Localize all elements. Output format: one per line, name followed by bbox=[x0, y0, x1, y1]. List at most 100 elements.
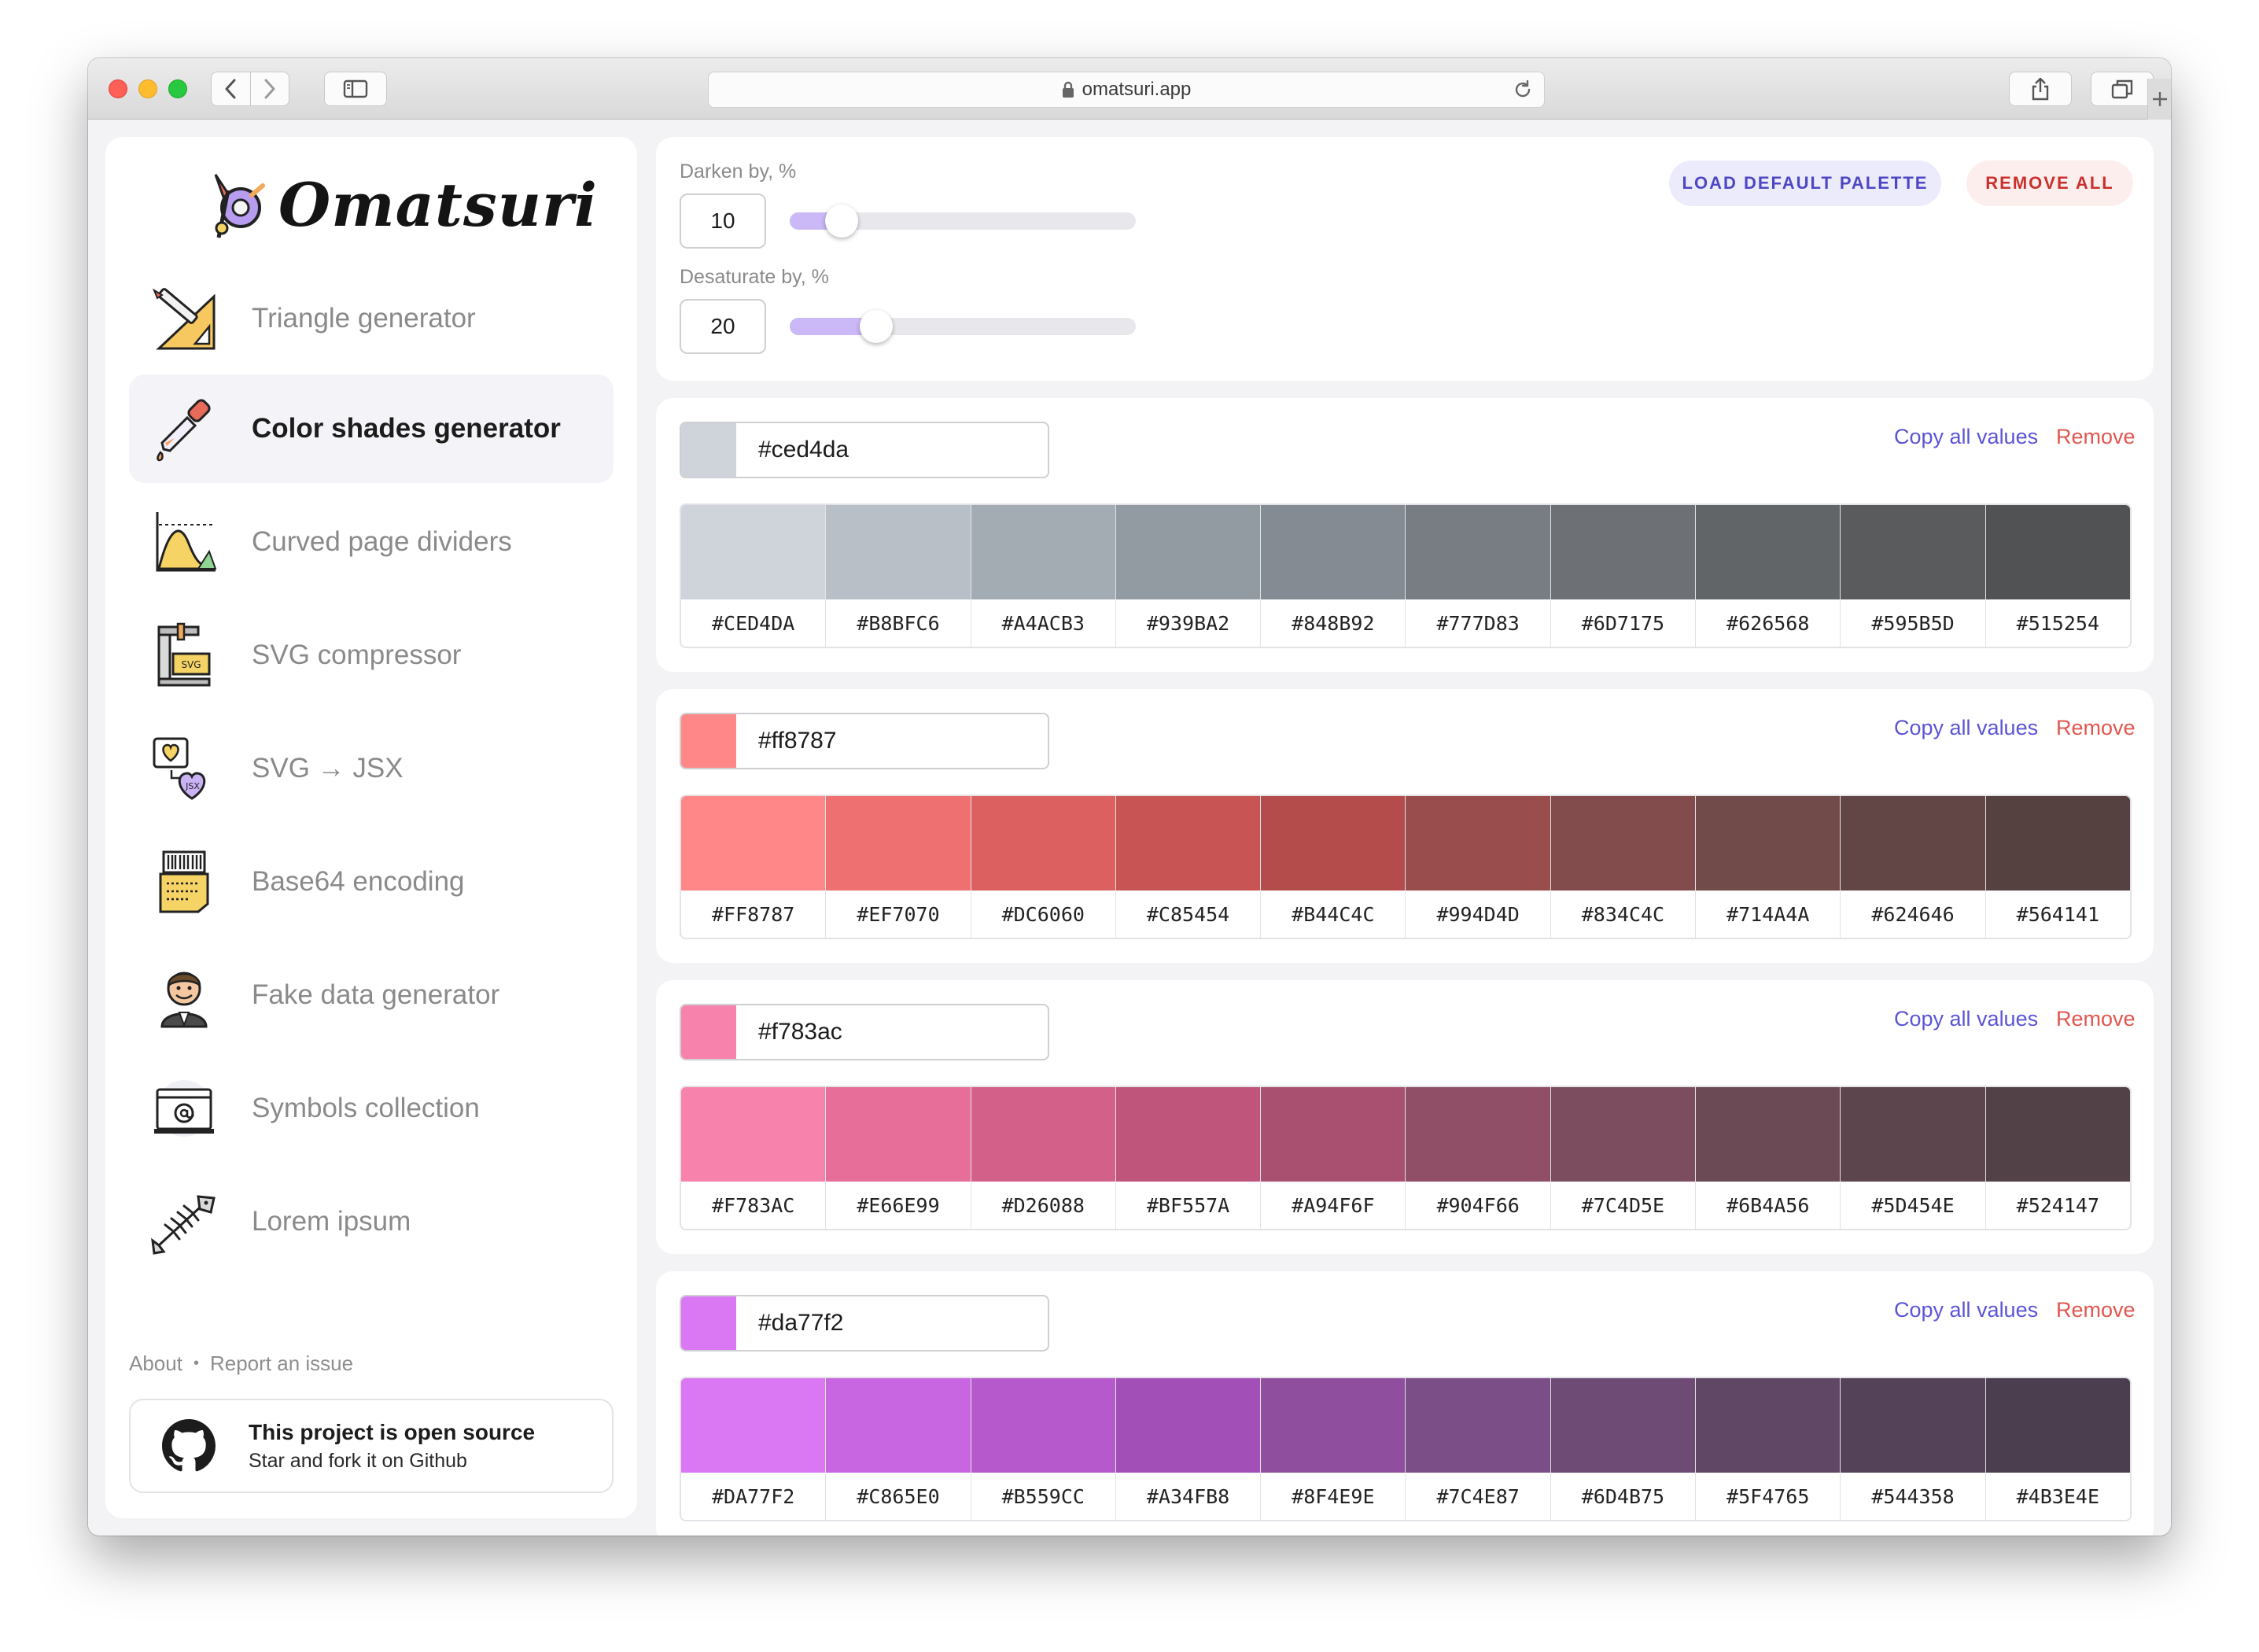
shade-hex-code[interactable]: #6D7175 bbox=[1550, 599, 1696, 647]
base-color-input[interactable]: #f783ac bbox=[680, 1004, 1049, 1060]
shade-hex-code[interactable]: #7C4E87 bbox=[1406, 1473, 1550, 1520]
shade-item[interactable]: #5D454E bbox=[1841, 1087, 1986, 1229]
shade-item[interactable]: #B44C4C bbox=[1261, 796, 1406, 938]
shade-swatch[interactable] bbox=[971, 505, 1115, 599]
forward-button[interactable] bbox=[250, 72, 289, 106]
shade-swatch[interactable] bbox=[1115, 1378, 1261, 1473]
shade-swatch[interactable] bbox=[1841, 1378, 1985, 1473]
shade-hex-code[interactable]: #DA77F2 bbox=[681, 1473, 826, 1520]
remove-palette-link[interactable]: Remove bbox=[2056, 716, 2136, 739]
shade-hex-code[interactable]: #C85454 bbox=[1115, 891, 1261, 938]
shade-hex-code[interactable]: #994D4D bbox=[1406, 891, 1550, 938]
shade-swatch[interactable] bbox=[1841, 796, 1985, 891]
shade-item[interactable]: #524147 bbox=[1985, 1087, 2130, 1229]
shade-swatch[interactable] bbox=[1985, 1378, 2130, 1473]
shade-item[interactable]: #FF8787 bbox=[681, 796, 827, 938]
shade-swatch[interactable] bbox=[1841, 505, 1985, 599]
shade-swatch[interactable] bbox=[1261, 1087, 1406, 1182]
shade-item[interactable]: #939BA2 bbox=[1115, 505, 1262, 647]
shade-item[interactable]: #B8BFC6 bbox=[826, 505, 971, 647]
report-issue-link[interactable]: Report an issue bbox=[209, 1351, 354, 1375]
shade-item[interactable]: #8F4E9E bbox=[1261, 1378, 1406, 1520]
shade-hex-code[interactable]: #C865E0 bbox=[826, 1473, 971, 1520]
darken-input[interactable]: 10 bbox=[680, 194, 766, 249]
nav-item-svg-to-jsx[interactable]: JSX SVG → JSX bbox=[129, 714, 614, 823]
remove-palette-link[interactable]: Remove bbox=[2056, 1007, 2136, 1031]
shade-swatch[interactable] bbox=[681, 505, 826, 599]
shade-hex-code[interactable]: #DC6060 bbox=[971, 891, 1115, 938]
shade-item[interactable]: #D26088 bbox=[971, 1087, 1116, 1229]
shade-swatch[interactable] bbox=[1406, 1378, 1550, 1473]
darken-slider-handle[interactable] bbox=[825, 205, 858, 238]
shade-hex-code[interactable]: #848B92 bbox=[1261, 599, 1406, 647]
shade-swatch[interactable] bbox=[681, 796, 826, 891]
copy-all-values-link[interactable]: Copy all values bbox=[1894, 1007, 2039, 1031]
shade-item[interactable]: #848B92 bbox=[1261, 505, 1406, 647]
shade-hex-code[interactable]: #5F4765 bbox=[1696, 1473, 1841, 1520]
shade-item[interactable]: #5F4765 bbox=[1696, 1378, 1841, 1520]
shade-hex-code[interactable]: #EF7070 bbox=[826, 891, 971, 938]
base-color-input[interactable]: #ced4da bbox=[680, 422, 1049, 478]
nav-item-svg-compressor[interactable]: SVG SVG compressor bbox=[129, 601, 614, 710]
github-card[interactable]: This project is open source Star and for… bbox=[129, 1399, 614, 1493]
shade-hex-code[interactable]: #834C4C bbox=[1550, 891, 1696, 938]
shade-item[interactable]: #4B3E4E bbox=[1985, 1378, 2130, 1520]
address-bar[interactable]: omatsuri.app bbox=[708, 72, 1545, 108]
shade-item[interactable]: #515254 bbox=[1985, 505, 2130, 647]
shade-swatch[interactable] bbox=[1985, 796, 2130, 891]
shade-hex-code[interactable]: #6D4B75 bbox=[1550, 1473, 1696, 1520]
tab-overview-button[interactable] bbox=[2091, 72, 2154, 106]
shade-swatch[interactable] bbox=[1115, 1087, 1261, 1182]
close-window-button[interactable] bbox=[109, 79, 127, 98]
nav-item-fake-data-generator[interactable]: Fake data generator bbox=[129, 941, 614, 1049]
shade-swatch[interactable] bbox=[826, 1087, 971, 1182]
shade-swatch[interactable] bbox=[1550, 1378, 1696, 1473]
sidebar-toggle-button[interactable] bbox=[324, 72, 387, 106]
shade-hex-code[interactable]: #624646 bbox=[1841, 891, 1985, 938]
shade-hex-code[interactable]: #4B3E4E bbox=[1985, 1473, 2130, 1520]
base-color-input[interactable]: #ff8787 bbox=[680, 713, 1049, 769]
shade-swatch[interactable] bbox=[1261, 796, 1406, 891]
shade-swatch[interactable] bbox=[1550, 796, 1696, 891]
shade-item[interactable]: #544358 bbox=[1841, 1378, 1986, 1520]
nav-item-base64-encoding[interactable]: Base64 encoding bbox=[129, 828, 614, 936]
copy-all-values-link[interactable]: Copy all values bbox=[1894, 716, 2039, 739]
shade-swatch[interactable] bbox=[1406, 505, 1550, 599]
shade-hex-code[interactable]: #515254 bbox=[1985, 599, 2130, 647]
shade-item[interactable]: #564141 bbox=[1985, 796, 2130, 938]
shade-item[interactable]: #714A4A bbox=[1696, 796, 1841, 938]
darken-slider[interactable] bbox=[790, 205, 1136, 238]
shade-item[interactable]: #624646 bbox=[1841, 796, 1986, 938]
shade-swatch[interactable] bbox=[1696, 505, 1841, 599]
base-color-swatch[interactable] bbox=[681, 1296, 736, 1350]
nav-item-triangle-generator[interactable]: Triangle generator bbox=[129, 264, 614, 373]
nav-item-color-shades-generator[interactable]: Color shades generator bbox=[129, 374, 614, 483]
shade-hex-code[interactable]: #A4ACB3 bbox=[971, 599, 1115, 647]
nav-item-lorem-ipsum[interactable]: Lorem ipsum bbox=[129, 1167, 614, 1276]
shade-item[interactable]: #7C4D5E bbox=[1550, 1087, 1697, 1229]
shade-swatch[interactable] bbox=[1406, 796, 1550, 891]
base-color-input[interactable]: #da77f2 bbox=[680, 1295, 1049, 1351]
shade-hex-code[interactable]: #544358 bbox=[1841, 1473, 1985, 1520]
shade-swatch[interactable] bbox=[1115, 505, 1261, 599]
shade-hex-code[interactable]: #D26088 bbox=[971, 1182, 1115, 1229]
desaturate-slider[interactable] bbox=[790, 310, 1136, 343]
base-color-value[interactable]: #f783ac bbox=[758, 1019, 842, 1045]
shade-hex-code[interactable]: #939BA2 bbox=[1115, 599, 1261, 647]
shade-swatch[interactable] bbox=[1696, 1087, 1841, 1182]
shade-item[interactable]: #DA77F2 bbox=[681, 1378, 827, 1520]
shade-swatch[interactable] bbox=[826, 1378, 971, 1473]
shade-swatch[interactable] bbox=[1550, 505, 1696, 599]
shade-swatch[interactable] bbox=[971, 1087, 1115, 1182]
shade-hex-code[interactable]: #626568 bbox=[1696, 599, 1841, 647]
shade-hex-code[interactable]: #5D454E bbox=[1841, 1182, 1985, 1229]
shade-swatch[interactable] bbox=[1261, 1378, 1406, 1473]
shade-hex-code[interactable]: #564141 bbox=[1985, 891, 2130, 938]
base-color-value[interactable]: #ff8787 bbox=[758, 728, 837, 754]
shade-hex-code[interactable]: #BF557A bbox=[1115, 1182, 1261, 1229]
shade-item[interactable]: #777D83 bbox=[1406, 505, 1551, 647]
base-color-swatch[interactable] bbox=[681, 1005, 736, 1059]
shade-hex-code[interactable]: #714A4A bbox=[1696, 891, 1841, 938]
shade-hex-code[interactable]: #777D83 bbox=[1406, 599, 1550, 647]
shade-swatch[interactable] bbox=[1985, 505, 2130, 599]
